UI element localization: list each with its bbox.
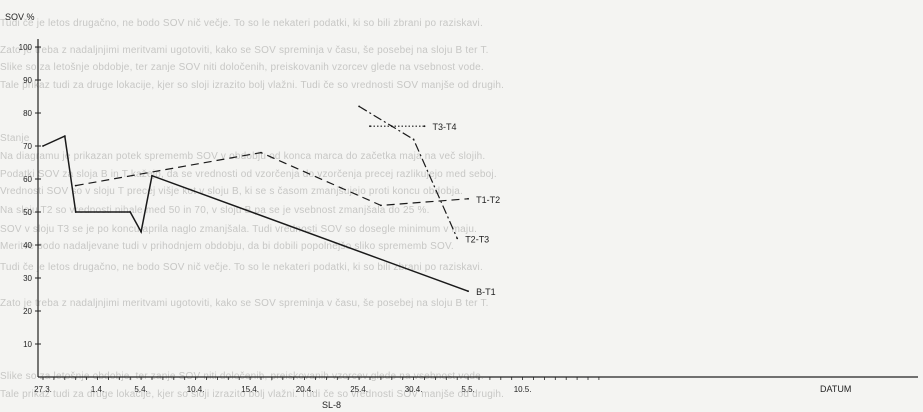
x-tick-label: 10.4. <box>187 385 205 394</box>
x-tick-label: 10.5. <box>514 385 532 394</box>
background-text-line: Na sloju T2 so vrednosti nihale med 50 i… <box>0 205 430 216</box>
y-tick-label: 20 <box>23 307 32 316</box>
series-line-b-t1 <box>42 135 469 292</box>
series-line-t1-t2 <box>75 151 469 207</box>
x-tick-label: 20.4. <box>296 385 314 394</box>
series-line-t2-t3 <box>358 105 458 239</box>
x-axis-label: DATUM <box>820 384 851 394</box>
background-text-line: Tale prikaz tudi za druge lokacije, kjer… <box>0 80 505 91</box>
y-tick-label: 100 <box>19 43 33 52</box>
y-tick-label: 10 <box>23 340 32 349</box>
data-point-t3-t4 <box>369 125 371 128</box>
y-tick-label: 30 <box>23 274 32 283</box>
background-text-line: Vrednosti SOV so v sloju T precej višje … <box>0 186 463 197</box>
background-text-line: Podatki SOV za sloja B in T kažejo, da s… <box>0 169 497 180</box>
y-tick-label: 60 <box>23 175 32 184</box>
background-text-line: Tale prikaz tudi za druge lokacije, kjer… <box>0 389 505 400</box>
x-tick-label: 25.4. <box>350 385 368 394</box>
data-point-b-t1 <box>467 290 469 293</box>
x-tick-label: 30.4. <box>405 385 423 394</box>
data-point-t1-t2 <box>467 197 469 200</box>
data-point-b-t1 <box>74 211 77 213</box>
background-text-line: Slike so za letošnje obdobje, ter zanje … <box>0 62 484 73</box>
data-point-t1-t2 <box>74 184 77 187</box>
background-text-line: Tudi če je letos drugačno, ne bodo SOV n… <box>0 262 483 273</box>
data-point-t1-t2 <box>380 204 382 207</box>
x-tick-label: 1.4. <box>91 385 104 394</box>
data-point-b-t1 <box>140 230 143 233</box>
background-text-line: Meritve bodo nadaljevane tudi v prihodnj… <box>0 241 454 252</box>
background-text-line: Zato je treba z nadaljnjimi meritvami ug… <box>0 298 489 309</box>
series-group: B-T1 T1-T2 T2-T3 T3-T4 <box>42 105 500 297</box>
y-tick-label: 40 <box>23 241 32 250</box>
data-point-b-t1 <box>129 211 132 213</box>
x-tick-label: 5.5. <box>461 385 474 394</box>
data-point-t3-t4 <box>423 125 426 128</box>
y-axis: 10 20 30 40 50 60 70 80 90 100 <box>19 39 41 377</box>
data-point-t2-t3 <box>358 105 360 108</box>
data-point-b-t1 <box>63 135 66 138</box>
series-label-t1-t2: T1-T2 <box>476 195 500 205</box>
y-tick-label: 70 <box>23 142 32 151</box>
data-point-t2-t3 <box>456 237 459 240</box>
background-text-line: Na diagramu je prikazan potek sprememb S… <box>0 151 486 162</box>
data-point-t2-t3 <box>412 138 415 141</box>
y-tick-label: 90 <box>23 76 32 85</box>
y-tick-label: 50 <box>23 208 32 217</box>
y-axis-label: SOV % <box>5 12 35 22</box>
data-point-b-t1 <box>42 145 44 147</box>
background-text-line: Tudi če je letos drugačno, ne bodo SOV n… <box>0 18 483 29</box>
series-label-t2-t3: T2-T3 <box>465 234 489 244</box>
x-tick-label: 15.4. <box>241 385 259 394</box>
station-label: SL-8 <box>322 400 341 410</box>
data-point-b-t1 <box>151 174 153 177</box>
background-text-line: SOV v sloju T3 se je po koncu aprila nag… <box>0 224 478 235</box>
background-text-line: Stanje <box>0 133 30 144</box>
background-text-line: Zato je treba z nadaljnjimi meritvami ug… <box>0 45 489 56</box>
series-label-t3-t4: T3-T4 <box>433 122 457 132</box>
x-tick-label: 27.3. <box>34 385 52 394</box>
series-label-b-t1: B-T1 <box>476 287 496 297</box>
x-tick-label: 5.4. <box>134 385 147 394</box>
y-tick-label: 80 <box>23 109 32 118</box>
data-point-t1-t2 <box>260 151 262 154</box>
x-axis: 27.3. 1.4. 5.4. 10.4. 15.4. 20.4. 25.4. 30.4. 5.… <box>34 376 918 394</box>
